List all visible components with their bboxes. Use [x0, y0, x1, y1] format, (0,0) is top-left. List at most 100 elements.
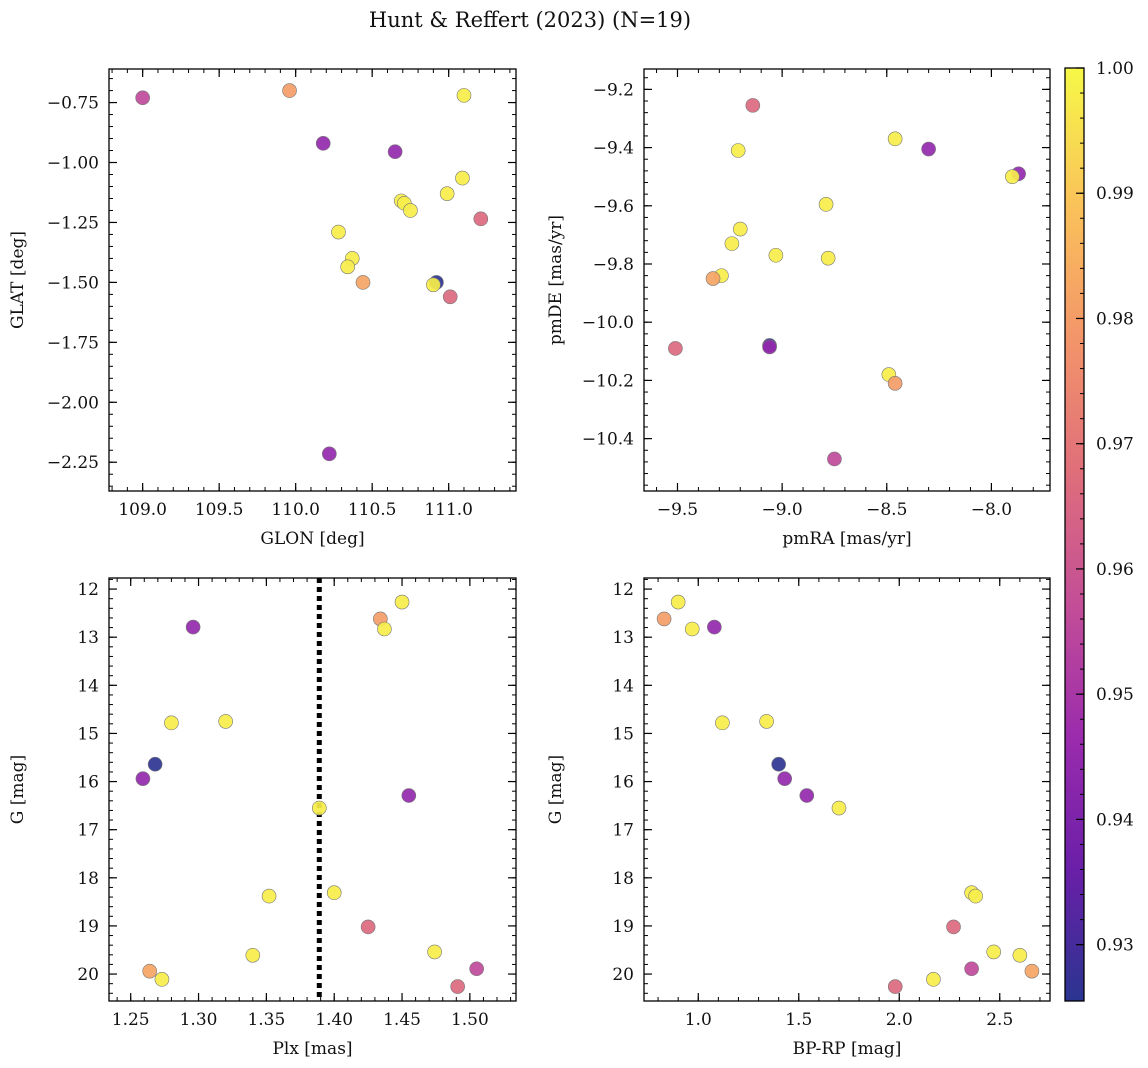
x-tick-label: −9.0 — [761, 500, 802, 520]
scatter-point — [1005, 169, 1020, 184]
colorbar-tick-label: 0.94 — [1096, 810, 1134, 830]
scatter-point — [730, 143, 746, 158]
scatter-point — [768, 247, 784, 263]
y-tick-label: −2.25 — [47, 453, 99, 473]
y-tick-label: 14 — [77, 676, 99, 696]
x-tick-label: 1.0 — [685, 1010, 712, 1030]
y-tick-label: −10.4 — [582, 430, 634, 450]
y-axis-label: G [mag] — [546, 755, 566, 824]
scatter-point — [670, 594, 686, 610]
y-tick-label: 13 — [612, 628, 634, 648]
panel-4: 1.0 1.5 2.0 2.5 12 13 14 15 16 17 18 19 20 BP-RP [mag… — [546, 577, 1051, 1059]
scatter-point — [986, 944, 1002, 960]
scatter-point — [1012, 947, 1028, 963]
scatter-point — [887, 376, 903, 391]
scatter-point — [450, 979, 465, 994]
scatter-point — [439, 186, 455, 201]
x-tick-label: 1.30 — [180, 1010, 218, 1030]
scatter-point — [656, 611, 672, 627]
axes-frame — [108, 577, 517, 1002]
y-axis-label: pmDE [mas/yr] — [546, 215, 566, 345]
scatter-point — [705, 271, 721, 286]
colorbar-tick-label: 0.97 — [1096, 435, 1134, 455]
x-axis-label: GLON [deg] — [260, 529, 364, 549]
scatter-point — [887, 979, 903, 994]
scatter-point — [427, 944, 442, 960]
y-tick-label: −1.25 — [47, 213, 99, 233]
y-tick-label: 20 — [77, 965, 99, 985]
y-tick-label: 15 — [77, 724, 99, 744]
scatter-point — [820, 250, 836, 266]
y-tick-label: 17 — [77, 821, 99, 841]
x-axis-label: BP-RP [mag] — [793, 1039, 902, 1059]
colorbar-tick-label: 0.98 — [1096, 309, 1134, 329]
colorbar: 0.93 0.94 0.95 0.96 0.97 0.98 0.99 1.00 — [1064, 59, 1134, 1002]
x-tick-label: −8.0 — [971, 500, 1012, 520]
axes-frame — [108, 68, 517, 492]
x-tick-label: 1.45 — [383, 1010, 421, 1030]
scatter-point — [759, 714, 774, 729]
scatter-point — [668, 341, 683, 356]
scatter-point — [707, 619, 722, 635]
scatter-point — [135, 771, 151, 786]
x-tick-label: 110.5 — [348, 500, 397, 520]
y-tick-label: −0.75 — [47, 94, 99, 114]
scatter-point — [147, 756, 163, 772]
scatter-point — [218, 714, 233, 729]
colorbar-tick-label: 0.93 — [1096, 936, 1134, 956]
x-tick-label: −8.5 — [866, 500, 907, 520]
scatter-point — [777, 771, 792, 786]
colorbar-tick-label: 1.00 — [1096, 59, 1134, 79]
scatter-point — [322, 446, 337, 462]
y-tick-label: 16 — [77, 773, 99, 793]
panel-3: 1.25 1.30 1.35 1.40 1.45 1.50 12 13 14 15 16 17 18 19… — [8, 577, 517, 1059]
scatter-point — [456, 88, 472, 103]
scatter-point — [282, 83, 297, 98]
scatter-point — [377, 621, 392, 637]
scatter-point — [142, 963, 157, 979]
scatter-point — [403, 203, 418, 218]
scatter-point — [355, 275, 371, 290]
y-tick-label: −1.75 — [47, 333, 99, 353]
x-tick-label: 1.35 — [247, 1010, 285, 1030]
figure-title: Hunt & Reffert (2023) (N=19) — [369, 8, 691, 32]
x-tick-label: 111.0 — [424, 500, 473, 520]
scatter-point — [442, 289, 458, 305]
scatter-point — [135, 90, 150, 106]
scatter-point — [315, 136, 331, 151]
y-tick-label: −9.2 — [593, 80, 634, 100]
scatter-point — [469, 961, 484, 977]
scatter-point — [455, 170, 470, 186]
x-tick-label: 1.40 — [315, 1010, 353, 1030]
scatter-point — [964, 961, 979, 977]
scatter-point — [762, 339, 777, 355]
colorbar-tick-label: 0.95 — [1096, 685, 1134, 705]
x-tick-label: −9.5 — [657, 500, 698, 520]
x-tick-label: 2.5 — [986, 1010, 1013, 1030]
scatter-point — [887, 131, 903, 147]
y-tick-label: 15 — [612, 724, 634, 744]
panel-1: 109.0 109.5 110.0 110.5 111.0 −0.75 −1.00 −1.25… — [8, 68, 517, 549]
scatter-point — [724, 236, 740, 251]
axes-frame — [643, 577, 1051, 1002]
panel-2: −9.5 −9.0 −8.5 −8.0 −9.2 −9.4 −9.6 −9.8 −10.0 −10… — [546, 68, 1051, 549]
scatter-point — [185, 619, 201, 635]
scatter-point — [745, 98, 761, 113]
scatter-point — [684, 621, 700, 637]
y-tick-label: −1.50 — [47, 273, 99, 293]
colorbar-tick-label: 0.99 — [1096, 184, 1134, 204]
scatter-point — [715, 715, 730, 731]
y-tick-label: 17 — [612, 821, 634, 841]
y-tick-label: −2.00 — [47, 393, 99, 413]
scatter-point — [799, 788, 815, 803]
y-tick-label: −1.00 — [47, 154, 99, 174]
y-axis-label: G [mag] — [8, 755, 28, 824]
scatter-point — [261, 888, 277, 904]
y-tick-label: 13 — [77, 628, 99, 648]
x-tick-label: 110.0 — [271, 500, 320, 520]
x-axis-label: Plx [mas] — [272, 1039, 352, 1059]
scatter-point — [164, 715, 179, 731]
y-tick-label: 18 — [77, 869, 99, 889]
scatter-point — [831, 800, 847, 816]
